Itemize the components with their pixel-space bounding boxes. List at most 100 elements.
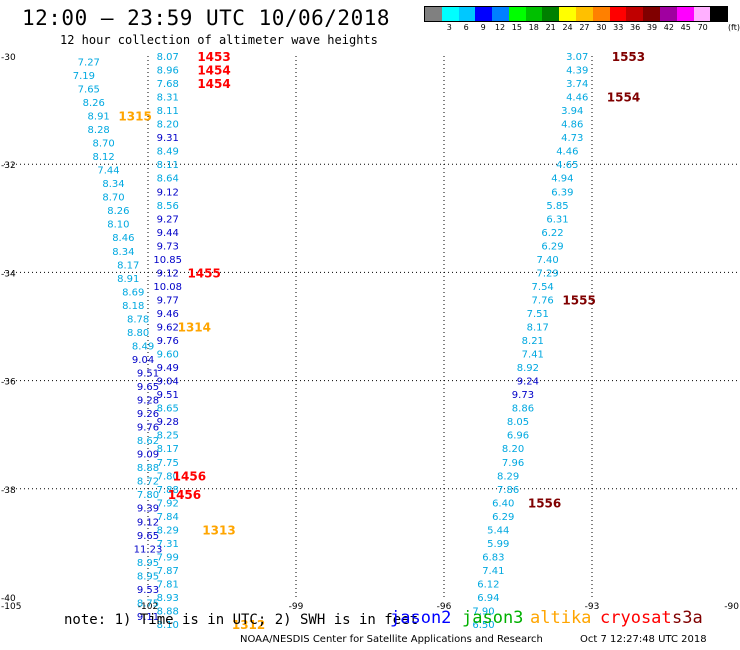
- wave-height-value: 4.94: [551, 174, 573, 185]
- wave-height-value: 9.62: [157, 323, 179, 334]
- page-subtitle: 12 hour collection of altimeter wave hei…: [60, 33, 378, 47]
- wave-height-value: 4.46: [556, 147, 578, 158]
- wave-height-value: 7.65: [78, 84, 100, 95]
- wave-height-value: 8.20: [157, 120, 179, 131]
- pass-time-label: 1312: [232, 618, 265, 632]
- wave-height-value: 8.95: [137, 558, 159, 569]
- wave-height-value: 9.11: [137, 612, 159, 623]
- wave-height-value: 9.31: [157, 133, 179, 144]
- wave-height-value: 7.92: [157, 498, 179, 509]
- wave-height-value: 9.60: [157, 350, 179, 361]
- wave-height-value: 8.17: [117, 260, 139, 271]
- color-scale-tick: 12: [494, 23, 506, 32]
- wave-height-value: 8.11: [157, 106, 179, 117]
- wave-height-value: 6.94: [477, 593, 499, 604]
- pass-time-label: 1554: [607, 91, 640, 105]
- color-scale-tick: 39: [646, 23, 658, 32]
- wave-height-value: 8.07: [157, 52, 179, 63]
- color-swatch: [475, 7, 493, 21]
- wave-height-value: 8.28: [88, 125, 110, 136]
- color-swatch: [542, 7, 560, 21]
- wave-height-value: 8.29: [157, 525, 179, 536]
- wave-height-value: 9.65: [137, 531, 159, 542]
- wave-height-value: 8.78: [127, 314, 149, 325]
- wave-height-value: 8.25: [157, 431, 179, 442]
- lat-tick-label: -36: [1, 378, 16, 388]
- wave-height-value: 10.85: [153, 255, 182, 266]
- wave-height-value: 8.34: [112, 247, 134, 258]
- wave-height-value: 7.99: [157, 552, 179, 563]
- wave-height-value: 5.44: [487, 525, 509, 536]
- pass-time-label: 1454: [197, 64, 230, 78]
- wave-height-value: 8.88: [157, 607, 179, 618]
- color-swatch: [559, 7, 577, 21]
- color-scale-tick: 36: [630, 23, 641, 32]
- wave-height-value: 9.12: [157, 268, 179, 279]
- lon-tick-label: -90: [724, 602, 739, 612]
- wave-height-value: 9.77: [157, 295, 179, 306]
- wave-height-value: 7.41: [482, 566, 504, 577]
- pass-time-label: 1453: [197, 50, 230, 64]
- wave-height-value: 5.99: [487, 539, 509, 550]
- wave-height-value: 6.22: [541, 228, 563, 239]
- color-scale-tick: 21: [545, 23, 556, 32]
- pass-time-label: 1555: [562, 293, 595, 307]
- wave-height-value: 7.84: [157, 512, 179, 523]
- color-scale-tick: 70: [697, 23, 708, 32]
- pass-time-label: 1313: [202, 523, 235, 537]
- wave-height-value: 8.91: [88, 112, 110, 123]
- wave-height-value: 8.31: [157, 93, 179, 104]
- wave-height-value: 9.39: [137, 504, 159, 515]
- wave-height-value: 8.10: [157, 620, 179, 631]
- wave-height-value: 8.49: [157, 147, 179, 158]
- wave-height-value: 3.74: [566, 79, 588, 90]
- wave-height-value: 9.12: [137, 517, 159, 528]
- wave-height-value: 11.23: [134, 544, 163, 555]
- wave-height-value: 8.49: [132, 341, 154, 352]
- wave-height-value: 8.12: [92, 152, 114, 163]
- color-scale-tick: 45: [680, 23, 691, 32]
- wave-height-value: 7.68: [157, 79, 179, 90]
- wave-height-value: 6.83: [482, 552, 504, 563]
- wave-height-value: 7.40: [536, 255, 558, 266]
- wave-height-value: 9.76: [137, 423, 159, 434]
- wave-height-value: 9.04: [132, 355, 154, 366]
- wave-height-value: 8.88: [137, 463, 159, 474]
- wave-height-value: 7.86: [497, 485, 519, 496]
- color-swatch: [626, 7, 644, 21]
- wave-height-value: 9.73: [157, 241, 179, 252]
- wave-height-value: 8.86: [512, 404, 534, 415]
- wave-height-value: 6.50: [472, 620, 494, 631]
- lon-tick-label: -102: [138, 602, 158, 612]
- wave-height-value: 9.46: [157, 309, 179, 320]
- wave-height-value: 4.65: [556, 160, 578, 171]
- color-scale-tick: 33: [613, 23, 624, 32]
- pass-time-label: 1454: [197, 77, 230, 91]
- pass-time-label: 1456: [173, 469, 206, 483]
- wave-height-value: 8.95: [137, 571, 159, 582]
- wave-height-value: 8.56: [157, 201, 179, 212]
- color-scale-tick: 42: [663, 23, 674, 32]
- wave-height-value: 8.80: [127, 328, 149, 339]
- wave-height-value: 8.64: [157, 174, 179, 185]
- wave-height-value: 8.72: [137, 477, 159, 488]
- wave-height-value: 7.90: [472, 607, 494, 618]
- color-swatch: [576, 7, 593, 21]
- wave-height-value: 7.19: [73, 71, 95, 82]
- lat-tick-label: -38: [1, 486, 16, 496]
- wave-height-value: 8.29: [497, 471, 519, 482]
- wave-height-value: 6.31: [546, 214, 568, 225]
- wave-height-value: 8.92: [517, 363, 539, 374]
- wave-height-value: 8.17: [157, 444, 179, 455]
- lon-tick-label: -93: [585, 602, 600, 612]
- wave-height-value: 7.80: [157, 471, 179, 482]
- wave-height-value: 7.27: [78, 57, 100, 68]
- wave-height-value: 4.46: [566, 93, 588, 104]
- satellite-legend-jason3: jason3: [462, 608, 524, 628]
- wave-height-value: 3.07: [566, 52, 588, 63]
- wave-height-value: 9.53: [137, 585, 159, 596]
- wave-height-value: 9.51: [137, 368, 159, 379]
- wave-height-value: 6.96: [507, 431, 529, 442]
